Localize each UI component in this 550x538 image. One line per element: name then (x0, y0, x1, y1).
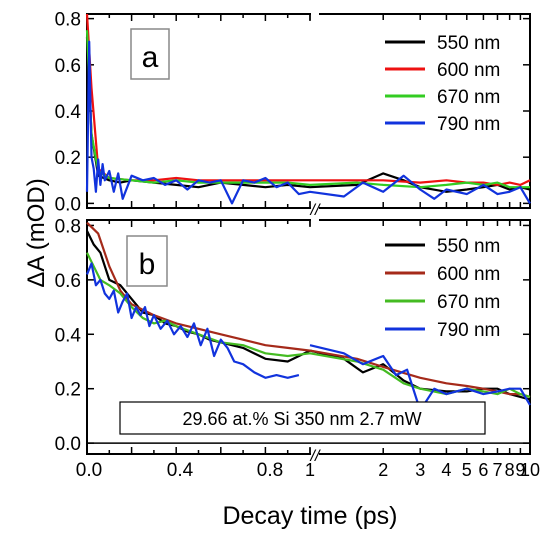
panel-label: b (139, 248, 156, 281)
x-tick-label: 7 (492, 460, 502, 480)
x-tick-label: 8 (505, 460, 515, 480)
annotation-box (119, 401, 486, 435)
panel-label: a (142, 41, 159, 74)
x-tick-labels-log: 1 2 3 4 5 6 7 8 910 (305, 460, 540, 480)
x-tick-label: 0.4 (167, 460, 194, 481)
panel-label-box (130, 28, 170, 80)
x-axis-label: Decay time (ps) (222, 502, 397, 530)
x-tick-label: 4 (441, 460, 451, 480)
axis-break-gap (311, 11, 319, 17)
x-tick-label: 1 (305, 460, 315, 480)
legend-label: 790 nm (437, 320, 500, 341)
x-tick-label: 6 (478, 460, 488, 480)
x-tick-label: 0.8 (257, 460, 283, 481)
axis-break-mark: // (310, 448, 321, 465)
legend-label: 670 nm (437, 87, 500, 108)
y-tick-label: 0.6 (55, 56, 81, 77)
series-line (85, 40, 531, 205)
axis-break-gap (311, 451, 319, 457)
x-tick-label: 10 (520, 460, 540, 480)
legend-label: 600 nm (437, 264, 500, 285)
x-tick-label: 0.0 (76, 460, 102, 481)
x-tick-label: 3 (415, 460, 425, 480)
axis-break-mark: // (310, 202, 321, 219)
y-axis-label: ΔA (mOD) (23, 178, 50, 287)
axis-break-gap (311, 205, 319, 211)
x-tick-label: 5 (462, 460, 472, 480)
axis-break-gap (311, 217, 319, 223)
x-tick-label: 9 (515, 460, 525, 480)
legend-label: 670 nm (437, 292, 500, 313)
y-tick-label: 0.4 (55, 325, 82, 346)
y-tick-label: 0.2 (55, 380, 81, 401)
y-tick-label: 0.0 (55, 194, 81, 215)
series-line (85, 262, 300, 379)
y-tick-label: 0.6 (55, 271, 81, 292)
panel-label-box (126, 235, 168, 287)
legend-label: 550 nm (437, 236, 500, 257)
y-tick-label: 0.8 (55, 10, 81, 31)
series-line (309, 344, 531, 412)
x-tick-labels-linear: 0.0 0.4 0.8 (76, 460, 283, 481)
legend-label: 600 nm (437, 60, 500, 81)
legend-label: 550 nm (437, 33, 500, 54)
y-tick-label: 0.4 (55, 102, 82, 123)
legend-label: 790 nm (437, 114, 500, 135)
y-tick-label: 0.0 (55, 434, 81, 455)
series-line (86, 230, 531, 401)
y-tick-label: 0.2 (55, 148, 81, 169)
y-tick-label: 0.8 (55, 216, 81, 237)
panel-b: 0.0 0.2 0.4 0.6 0.8 // b 550 nm 600 nm 670 nm 790 … (55, 216, 531, 465)
panel-a: 0.0 0.2 0.4 0.6 0.8 // a 550 nm 600 nm 670 nm 790 … (55, 10, 531, 219)
annotation-text: 29.66 at.% Si 350 nm 2.7 mW (182, 409, 421, 429)
plot-frame (86, 219, 531, 455)
x-tick-label: 2 (378, 460, 388, 480)
